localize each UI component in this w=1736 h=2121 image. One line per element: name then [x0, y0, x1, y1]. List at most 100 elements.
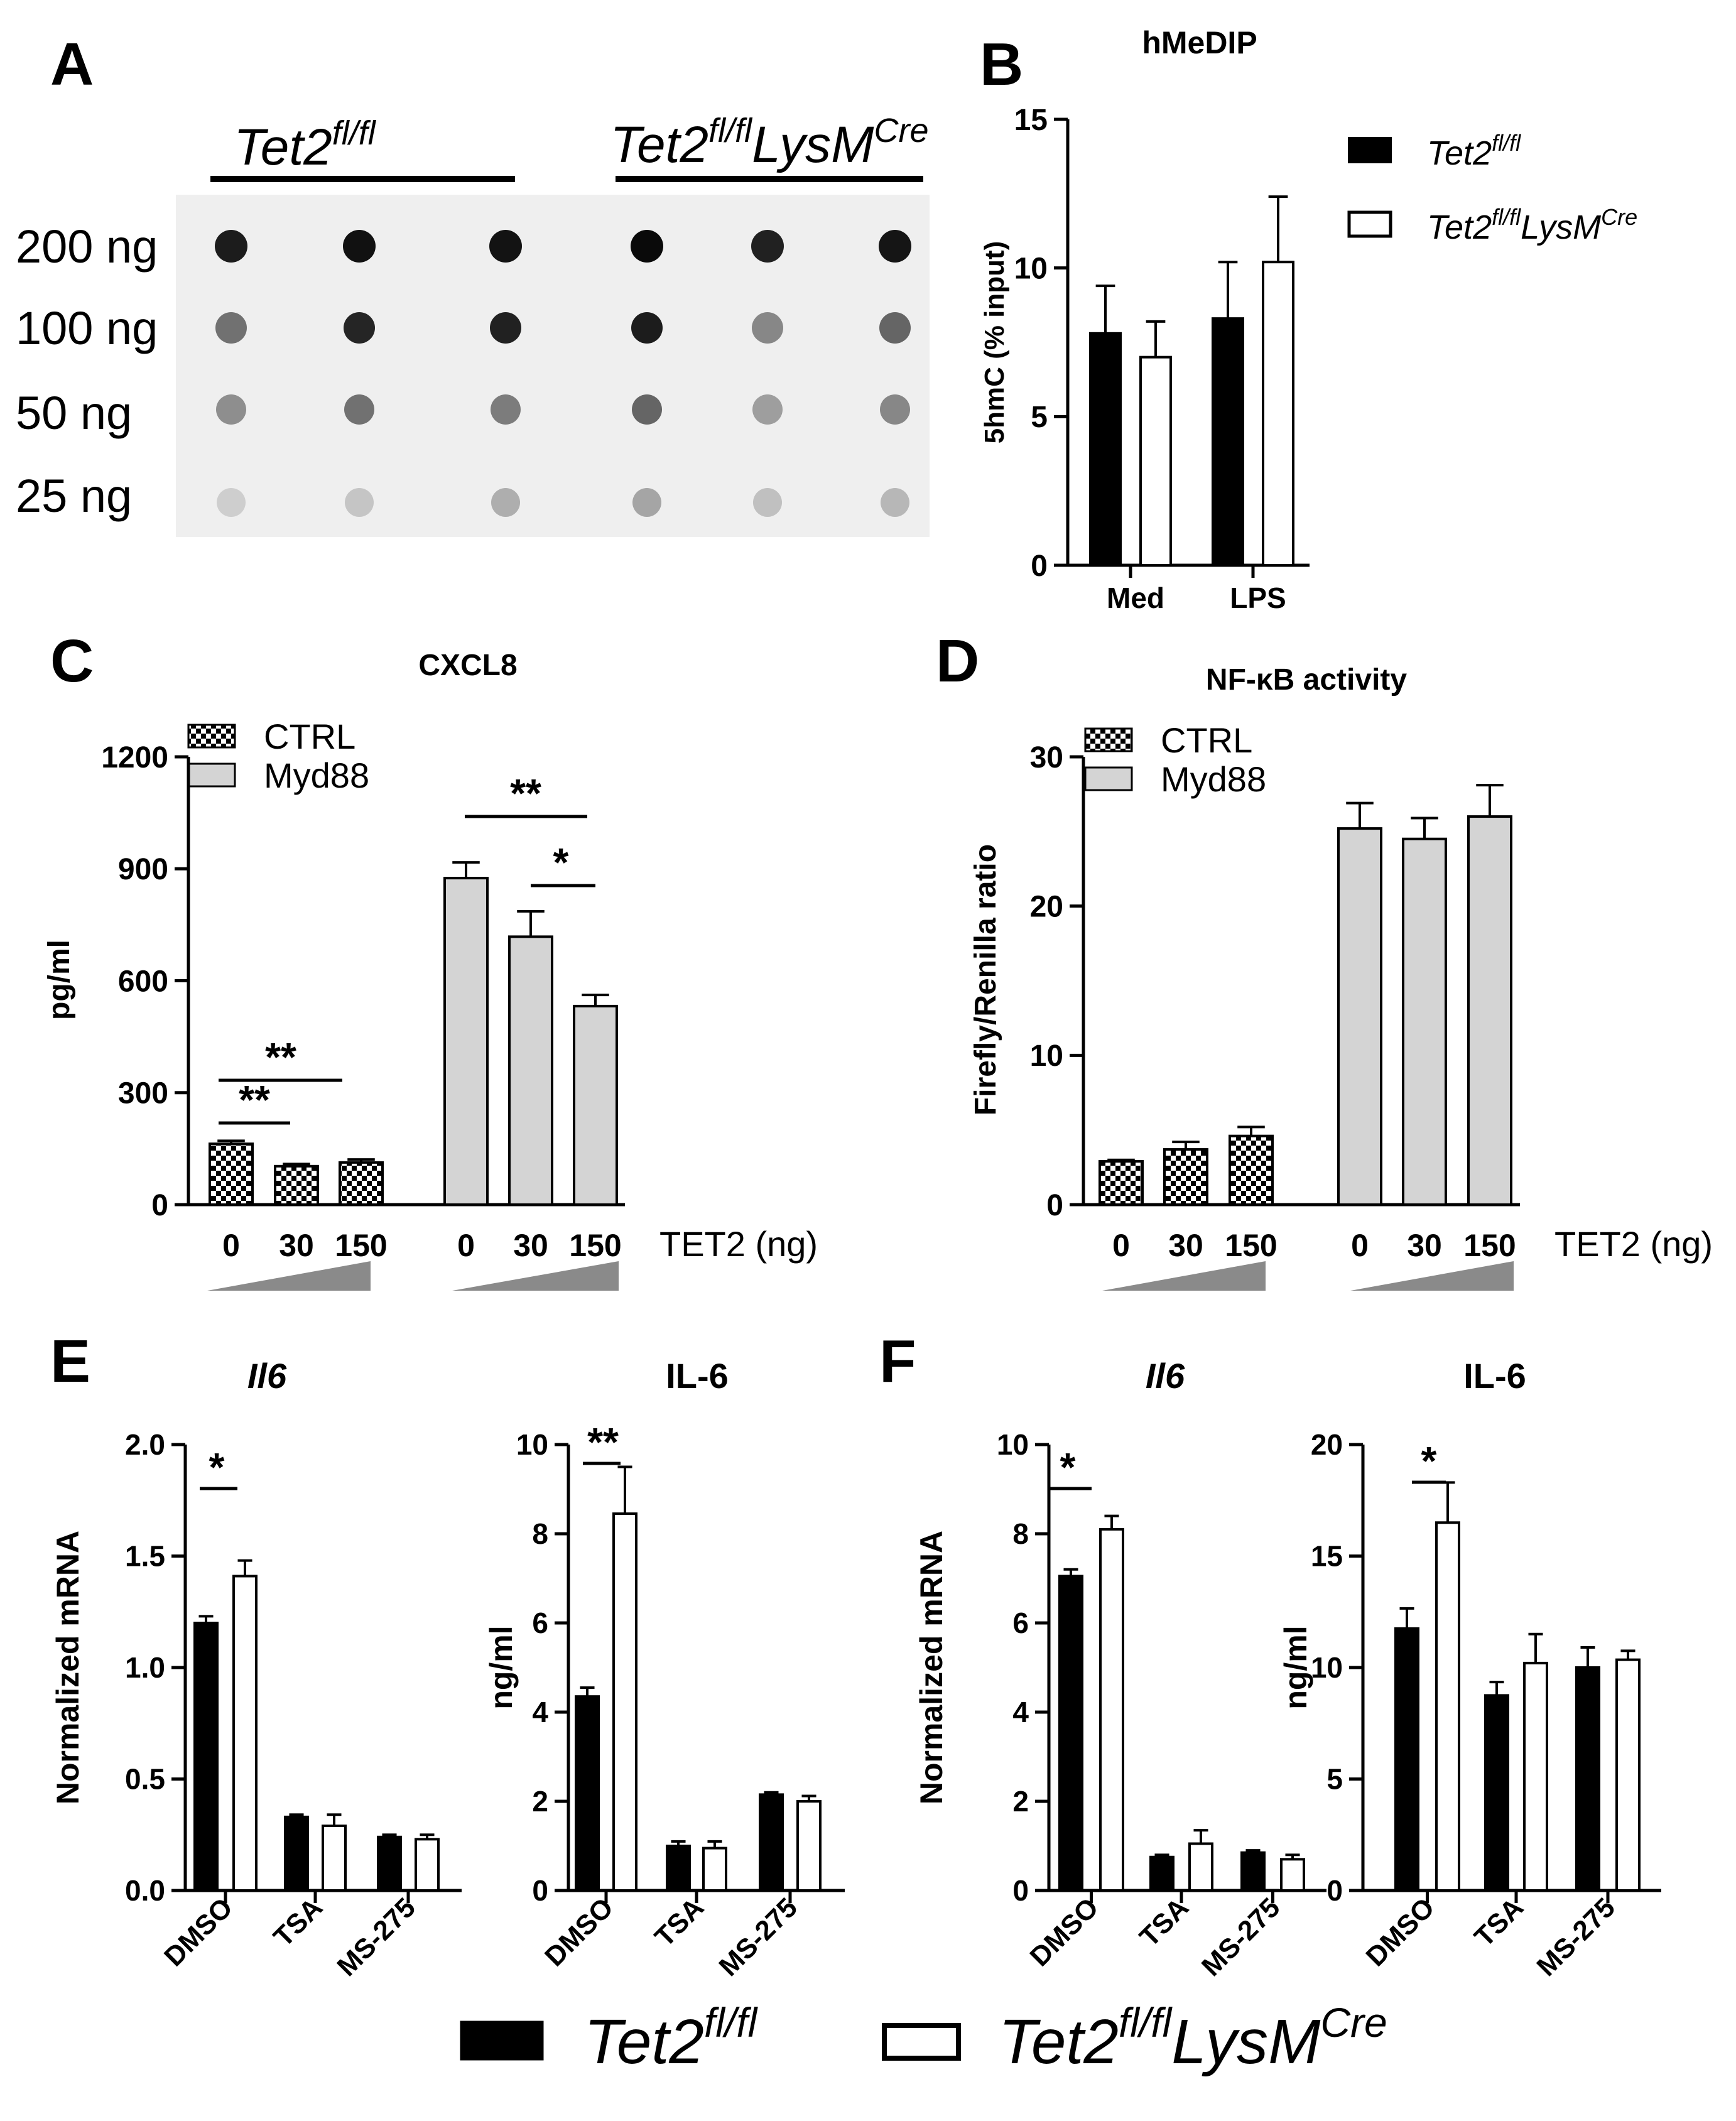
- dose-ramp: [1102, 1261, 1266, 1291]
- bar-ko: [1139, 355, 1172, 567]
- x-tick-label: 0: [1112, 1228, 1130, 1263]
- significance-marker: **: [239, 1077, 270, 1122]
- blot-dot: [343, 230, 376, 263]
- blot-dot: [216, 394, 246, 425]
- significance-marker: **: [265, 1034, 296, 1080]
- chart-F1: Il6 0 2 4 6 8 10 Normalized mRNA DMSO TSA MS-275 *: [914, 1356, 1326, 1982]
- y-tick-label: 0.0: [125, 1874, 165, 1907]
- bar-ko: [232, 1575, 258, 1892]
- dot-blot-group1-label: Tet2fl/fl: [234, 114, 377, 176]
- bar-ko: [1615, 1658, 1641, 1892]
- legend-label-ctrl: CTRL: [264, 717, 355, 756]
- bar-ko: [796, 1800, 822, 1892]
- bar: [1337, 827, 1382, 1206]
- y-tick-label: 0: [532, 1874, 548, 1907]
- legend-c: CTRL Myd88: [187, 717, 369, 795]
- legend-label-wt: Tet2fl/fl: [584, 1999, 759, 2077]
- bar-wt: [1484, 1694, 1509, 1892]
- x-tick-label: MS-275: [1196, 1892, 1286, 1982]
- y-tick-label: 10: [997, 1428, 1029, 1461]
- x-tick-label: 0: [1351, 1228, 1369, 1263]
- blot-row-label: 50 ng: [16, 387, 132, 439]
- y-axis-label: pg/ml: [43, 940, 76, 1020]
- y-tick-label: 1.5: [125, 1540, 165, 1573]
- bar: [1229, 1134, 1274, 1207]
- x-tick-label: DMSO: [1360, 1892, 1441, 1972]
- x-tick-label: MS-275: [1531, 1892, 1621, 1982]
- panel-label-f: F: [879, 1328, 916, 1395]
- y-tick-label: 1200: [101, 741, 168, 774]
- blot-dot: [632, 394, 662, 425]
- bar-wt: [1240, 1851, 1266, 1892]
- bar-wt: [377, 1835, 402, 1892]
- blot-dot: [489, 230, 522, 263]
- bar: [1467, 815, 1512, 1206]
- blot-row-label: 25 ng: [16, 470, 132, 522]
- y-tick-label: 6: [1012, 1607, 1029, 1639]
- bar-wt: [666, 1845, 691, 1892]
- significance-marker: **: [510, 771, 541, 816]
- bar-ko: [1188, 1842, 1213, 1892]
- y-tick-label: 4: [1012, 1696, 1029, 1728]
- chart-B: hMeDIP 0 5 10 15 5hmC (% input) Med LPS: [979, 25, 1310, 614]
- x-tick-label: TSA: [649, 1892, 710, 1953]
- bar-wt: [1394, 1627, 1419, 1892]
- blot-dot: [344, 394, 374, 425]
- x-tick-label: 30: [1168, 1228, 1203, 1263]
- bar: [209, 1142, 254, 1207]
- bar-wt: [1058, 1575, 1083, 1892]
- blot-dot: [345, 488, 374, 517]
- blot-dot: [879, 312, 911, 344]
- blot-dot: [215, 312, 247, 344]
- bar-wt: [1212, 317, 1244, 567]
- bar-ko: [322, 1825, 347, 1892]
- y-tick-label: 900: [118, 853, 168, 886]
- bar-wt: [1575, 1666, 1600, 1892]
- y-tick-label: 5: [1031, 401, 1048, 434]
- y-axis-label: Normalized mRNA: [914, 1531, 949, 1804]
- chart-E2: IL-6 0 2 4 6 8 10 ng/ml DMSO TSA MS-275 **: [484, 1356, 845, 1982]
- y-tick-label: 1.0: [125, 1651, 165, 1684]
- bar-wt: [575, 1695, 600, 1892]
- chart-C: CXCL8 0 300 600 900 1200 pg/ml 0 30 150 0 30 150 TET2…: [43, 649, 818, 1291]
- y-tick-label: 6: [532, 1607, 548, 1639]
- y-axis-label: ng/ml: [1278, 1625, 1313, 1709]
- legend-swatch-wt: [460, 2021, 544, 2061]
- x-tick-label: TSA: [1134, 1892, 1195, 1953]
- y-tick-label: 0.5: [125, 1763, 165, 1796]
- panel-label-b: B: [980, 31, 1023, 98]
- x-tick-label: TSA: [1468, 1892, 1529, 1953]
- x-tick-label: 30: [1407, 1228, 1442, 1263]
- x-tick-label: MS-275: [713, 1892, 803, 1982]
- x-tick-label: 0: [222, 1228, 240, 1263]
- legend-swatch-myd88: [1084, 766, 1133, 791]
- significance-marker: *: [1421, 1438, 1437, 1484]
- blot-row-label: 200 ng: [16, 220, 158, 273]
- legend-label-myd88: Myd88: [1161, 759, 1266, 799]
- legend-label-ko: Tet2fl/flLysMCre: [1427, 204, 1637, 246]
- chart-title: CXCL8: [418, 649, 517, 682]
- bar-wt: [193, 1622, 219, 1892]
- x-tick-label: TSA: [268, 1892, 328, 1953]
- blot-dot: [490, 312, 521, 344]
- blot-dot: [880, 394, 910, 425]
- bar: [339, 1161, 384, 1206]
- x-tick-label: DMSO: [158, 1892, 239, 1972]
- bottom-legend: Tet2fl/fl Tet2fl/flLysMCre: [460, 1999, 1387, 2077]
- bar-wt: [759, 1793, 784, 1892]
- bar-wt: [1089, 332, 1122, 567]
- dose-ramp: [207, 1261, 371, 1291]
- y-tick-label: 30: [1030, 741, 1063, 774]
- legend-swatch-ko: [882, 2023, 961, 2061]
- blot-dot: [753, 488, 782, 517]
- y-axis-label: Normalized mRNA: [50, 1531, 85, 1804]
- legend-swatch-ko: [1347, 210, 1392, 238]
- bar: [443, 877, 489, 1206]
- bar: [573, 1004, 618, 1206]
- blot-dot: [752, 394, 783, 425]
- bar: [1163, 1148, 1208, 1207]
- legend-swatch-ctrl: [1084, 727, 1133, 752]
- legend-swatch-wt: [1348, 137, 1392, 163]
- panel-label-c: C: [50, 627, 94, 695]
- panel-label-a: A: [50, 31, 94, 98]
